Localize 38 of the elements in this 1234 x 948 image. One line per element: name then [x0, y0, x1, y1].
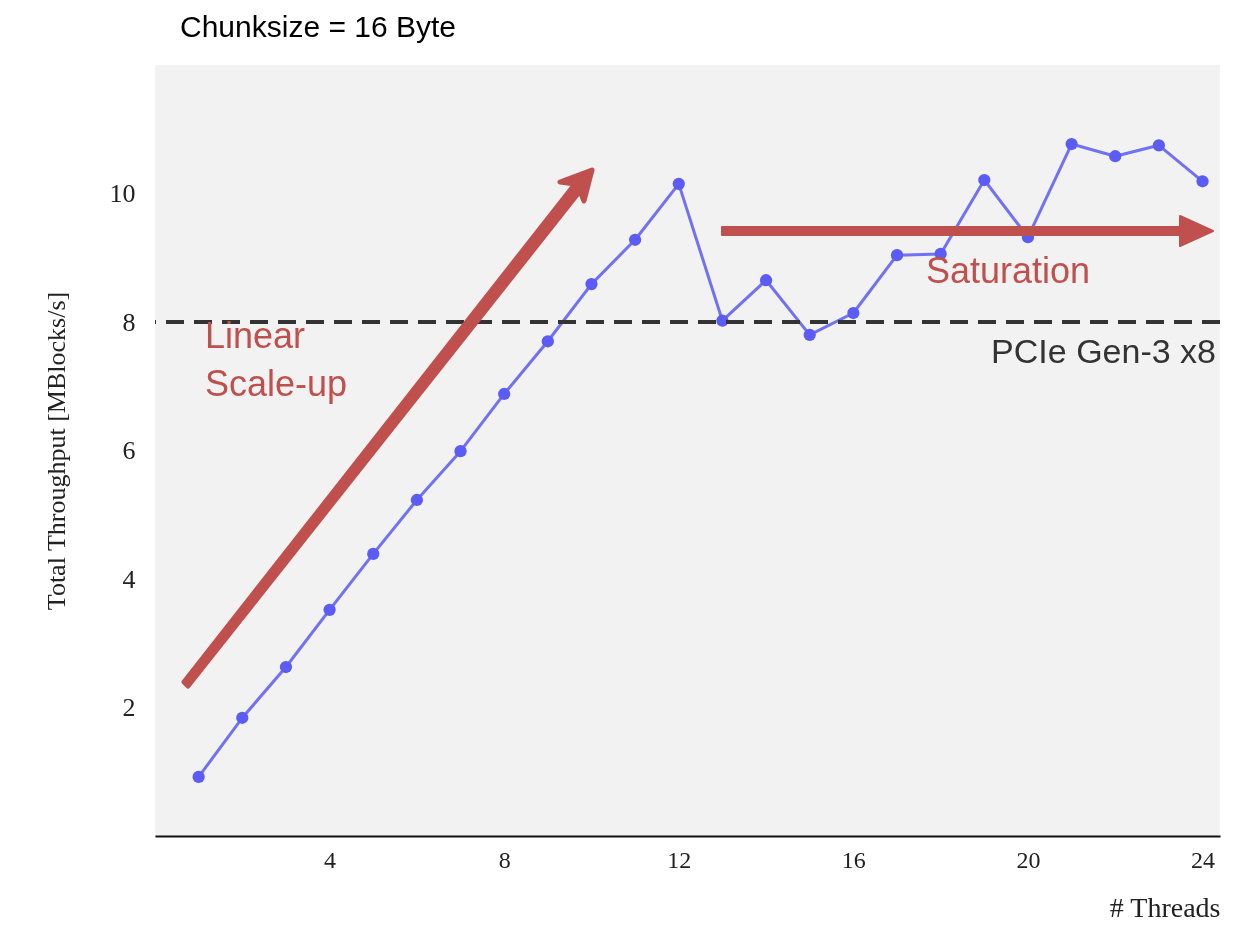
x-tick-label: 16	[841, 846, 866, 873]
point	[672, 177, 685, 190]
point	[1152, 139, 1166, 152]
point	[803, 328, 816, 341]
x-tick-label: 24	[1191, 846, 1216, 873]
x-axis-title: # Threads	[1109, 891, 1221, 923]
y-tick-label: 2	[122, 693, 136, 722]
point	[1109, 150, 1122, 163]
point	[236, 711, 249, 724]
chart-title: Chunksize = 16 Byte	[180, 10, 456, 43]
annotation: Linear Scale-up	[205, 315, 348, 404]
point	[759, 274, 773, 287]
point	[890, 249, 904, 262]
y-tick-label: 4	[122, 564, 136, 594]
point	[541, 335, 554, 348]
x-tick-label: 12	[667, 846, 692, 873]
annotation: Saturation	[925, 250, 1091, 291]
point	[367, 547, 380, 561]
y-tick-label: 10	[109, 179, 136, 208]
point	[629, 233, 642, 246]
point	[847, 306, 860, 320]
point	[323, 603, 336, 616]
point	[410, 493, 424, 507]
point	[192, 770, 205, 783]
x-tick-label: 20	[1016, 846, 1041, 873]
point	[1196, 175, 1209, 188]
point	[585, 277, 598, 291]
point	[1065, 137, 1078, 151]
y-tick-label: 6	[122, 436, 136, 465]
point	[279, 660, 293, 674]
x-tick-label: 8	[498, 846, 511, 873]
y-axis-title: Total Throughput [MBlocks/s]	[41, 291, 71, 611]
point	[498, 387, 511, 401]
ref-line-label: PCIe Gen-3 x8	[991, 332, 1216, 370]
x-tick-label: 4	[324, 846, 337, 873]
y-tick-label: 8	[122, 307, 136, 337]
point	[978, 173, 991, 187]
point	[454, 445, 467, 458]
